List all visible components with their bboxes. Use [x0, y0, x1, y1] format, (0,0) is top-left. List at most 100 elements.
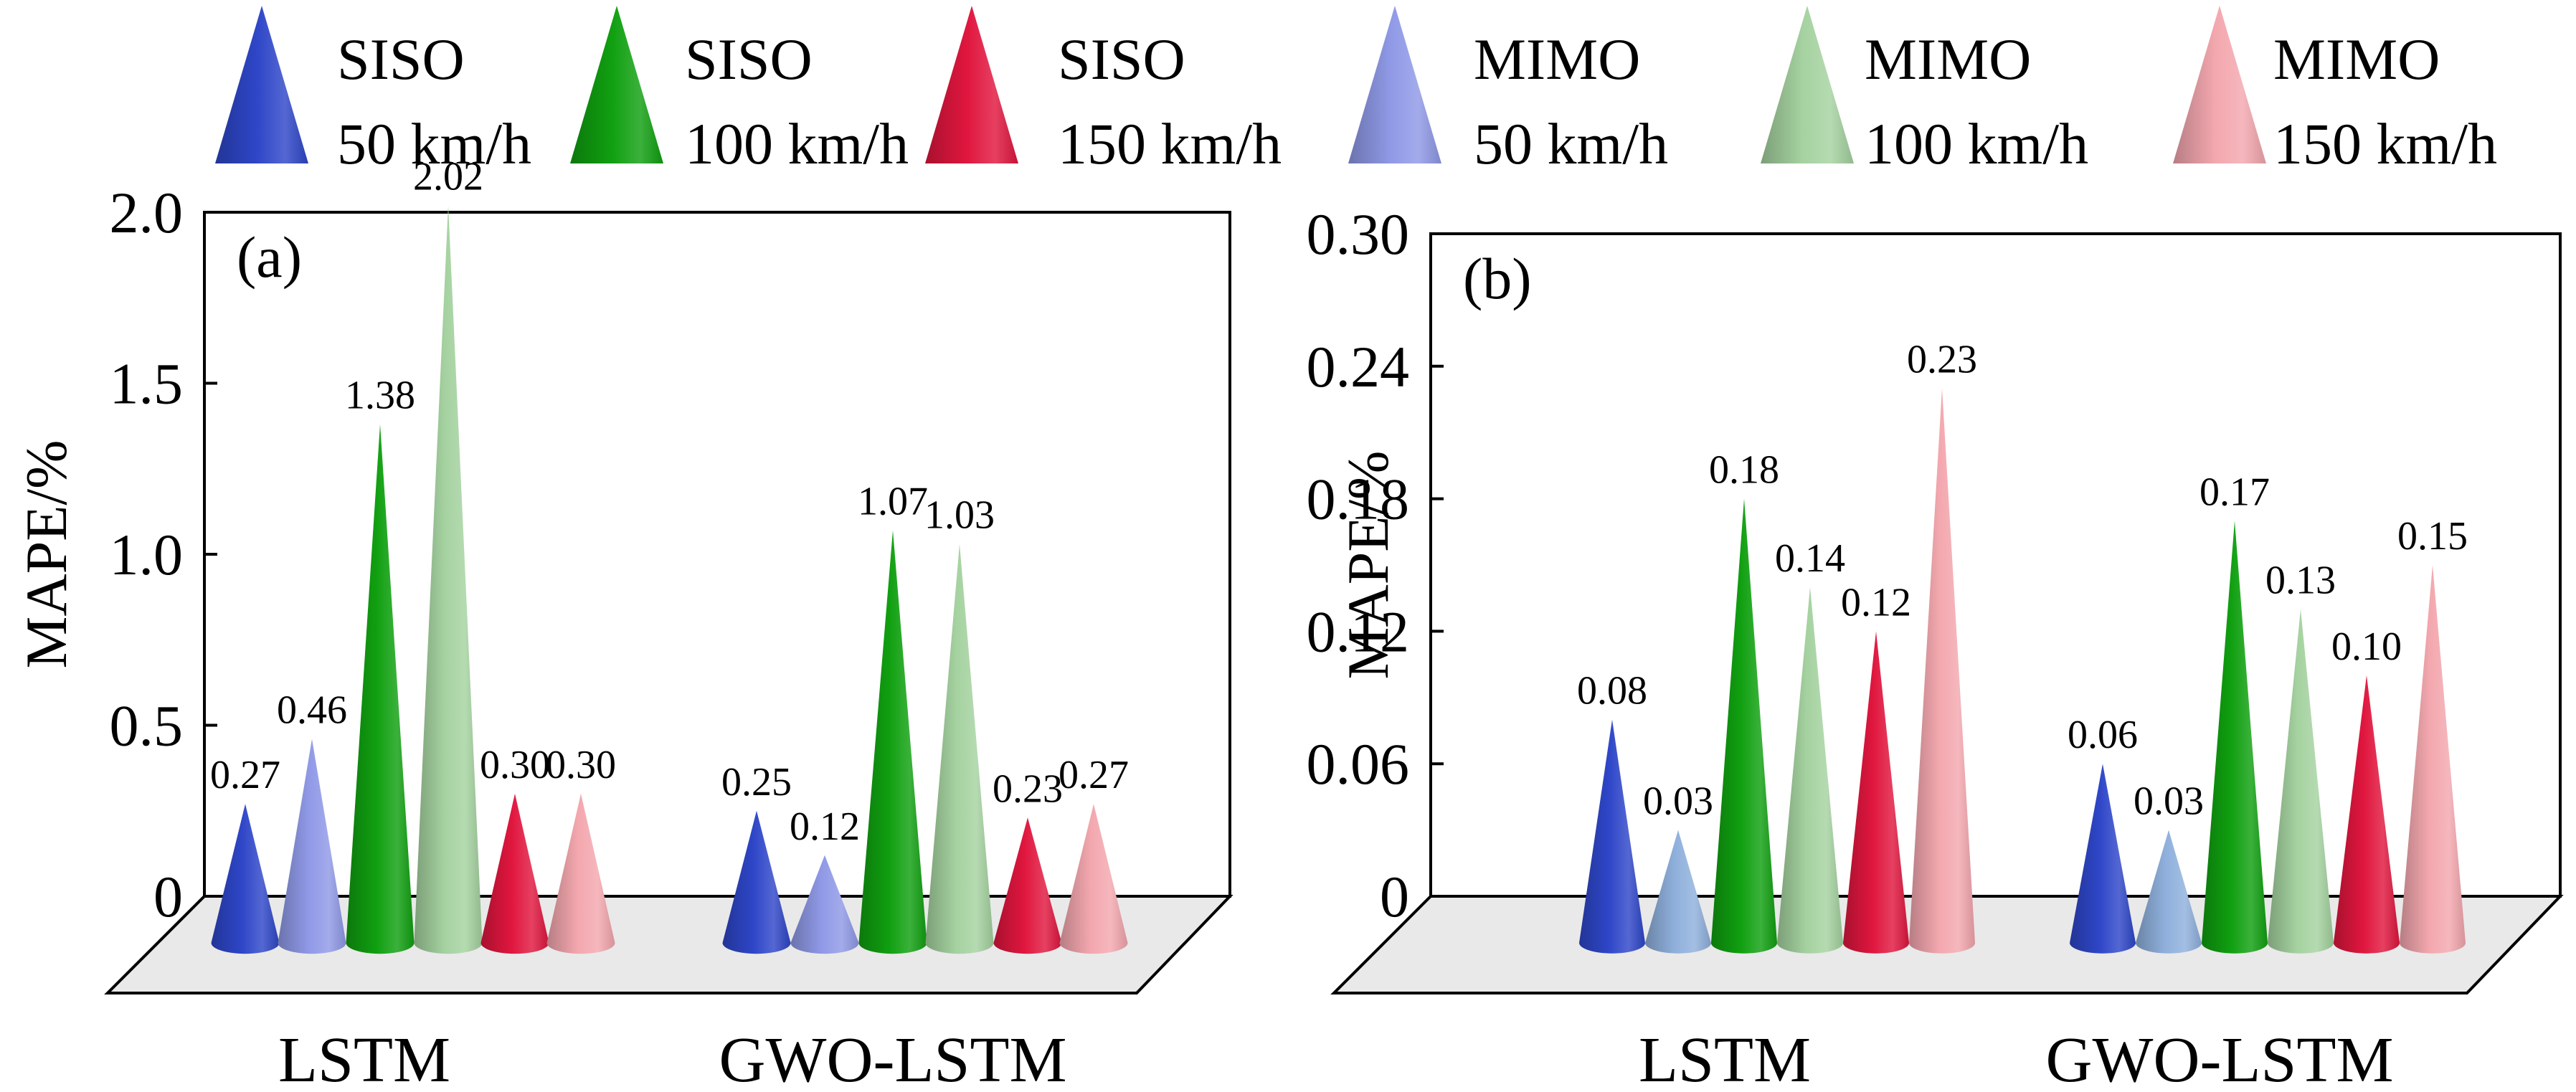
cone-shape: [546, 793, 615, 954]
data-label: 0.30: [480, 743, 550, 787]
panel-a: 0 0.5 1.0 1.5 2.0 MAPE/% (a) 0.27 0.46 1.38 2.02 0.…: [14, 154, 1233, 1092]
cone-shape: [1059, 804, 1128, 954]
cone-lstm: [1711, 498, 1777, 954]
legend-item: SISO 150 km/h: [925, 6, 1282, 176]
legend-cone-swatch: [1348, 6, 1441, 163]
data-label: 0.27: [210, 753, 280, 797]
cone-shape: [2202, 521, 2268, 954]
cone-shape: [2136, 830, 2202, 954]
data-label: 0.03: [1643, 779, 1713, 824]
legend-label-mode: SISO: [337, 27, 465, 92]
cone-lstm: [211, 804, 280, 954]
legend-item: MIMO 150 km/h: [2173, 6, 2497, 176]
cone-shape: [1777, 587, 1843, 954]
data-label: 1.38: [345, 374, 415, 418]
cone-shape: [2400, 565, 2466, 954]
data-label: 1.07: [858, 480, 928, 524]
data-label: 0.17: [2199, 470, 2270, 514]
cone-lstm: [1909, 388, 1975, 954]
legend-label-mode: MIMO: [1865, 27, 2031, 92]
cone-shape: [278, 739, 346, 954]
data-label: 2.02: [413, 154, 483, 199]
cone-shape: [211, 804, 280, 954]
data-label: 0.10: [2331, 625, 2402, 669]
cone-shape: [1645, 830, 1711, 954]
legend-item: SISO 50 km/h: [215, 6, 531, 176]
data-label: 0.08: [1577, 669, 1647, 713]
legend: SISO 50 km/h SISO 100 km/h SISO 150 km/h MIMO 5…: [215, 6, 2497, 176]
legend-label-mode: SISO: [685, 27, 813, 92]
cone-shape: [1711, 498, 1777, 954]
cone-gwo-lstm: [2268, 609, 2334, 954]
y-tick-label: 0.24: [1307, 334, 1410, 399]
cone-shape: [2334, 675, 2400, 954]
cone-gwo-lstm: [790, 855, 859, 954]
y-tick-label: 1.5: [110, 351, 184, 417]
y-axis-label: MAPE/%: [14, 440, 79, 669]
cone-gwo-lstm: [993, 817, 1062, 954]
cone-lstm: [480, 793, 549, 954]
data-label: 0.25: [721, 760, 792, 804]
data-label: 1.03: [924, 493, 995, 538]
legend-cone-swatch: [925, 6, 1018, 163]
data-label: 0.12: [790, 804, 860, 849]
cone-gwo-lstm: [925, 543, 994, 954]
legend-cone-swatch: [2173, 6, 2266, 163]
cone-lstm: [1843, 631, 1909, 954]
y-tick-label: 0.12: [1307, 599, 1410, 664]
data-label: 0.06: [2068, 713, 2138, 757]
data-label: 0.46: [277, 688, 347, 733]
data-label: 0.12: [1841, 580, 1911, 625]
cone-gwo-lstm: [722, 810, 791, 954]
y-tick-label: 2.0: [110, 180, 184, 245]
legend-label-speed: 50 km/h: [337, 111, 531, 176]
plot-frame: [1429, 232, 2562, 898]
legend-label-speed: 50 km/h: [1474, 111, 1668, 176]
legend-item: MIMO 100 km/h: [1761, 6, 2088, 176]
panel-label: (a): [237, 224, 302, 290]
cone-lstm: [546, 793, 615, 954]
legend-label-speed: 150 km/h: [1058, 111, 1282, 176]
y-tick-label: 1.0: [110, 522, 184, 587]
cone-shape: [2070, 764, 2136, 954]
legend-item: SISO 100 km/h: [570, 6, 909, 176]
cone-shape: [993, 817, 1062, 954]
legend-label-speed: 100 km/h: [685, 111, 909, 176]
legend-label-mode: SISO: [1058, 27, 1185, 92]
data-label: 0.30: [546, 743, 616, 787]
panel-b: 0 0.06 0.12 0.18 0.24 0.30 MAPE/% (b) 0.08 0.03 0.…: [1307, 201, 2564, 1092]
cone-shape: [2268, 609, 2334, 954]
cone-shape: [790, 855, 859, 954]
legend-cone-swatch: [1761, 6, 1854, 163]
legend-cone-swatch: [570, 6, 663, 163]
cone-gwo-lstm: [2136, 830, 2202, 954]
cone-lstm: [1645, 830, 1711, 954]
legend-item: MIMO 50 km/h: [1348, 6, 1668, 176]
cone-shape: [1579, 719, 1645, 954]
cone-lstm: [1579, 719, 1645, 954]
category-label: GWO-LSTM: [2046, 1025, 2394, 1088]
cone-gwo-lstm: [2070, 764, 2136, 954]
data-label: 0.18: [1709, 448, 1779, 493]
data-label: 0.23: [993, 766, 1063, 811]
cone-shape: [722, 810, 791, 954]
cone-shape: [346, 424, 415, 954]
cone-lstm: [346, 424, 415, 954]
cone-lstm: [414, 205, 483, 954]
y-tick-label: 0: [1380, 864, 1409, 929]
y-tick-label: 0.06: [1307, 731, 1410, 797]
legend-label-speed: 150 km/h: [2273, 111, 2497, 176]
cone-shape: [414, 205, 483, 954]
cone-lstm: [1777, 587, 1843, 954]
cone-gwo-lstm: [2334, 675, 2400, 954]
cone-shape: [1909, 388, 1975, 954]
y-tick-label: 0.5: [110, 693, 184, 759]
data-label: 0.03: [2134, 779, 2204, 824]
data-label: 0.23: [1907, 338, 1977, 382]
y-axis-label: MAPE/%: [1335, 451, 1401, 680]
cone-lstm: [278, 739, 346, 954]
y-tick-label: 0: [153, 864, 183, 929]
cone-gwo-lstm: [2202, 521, 2268, 954]
